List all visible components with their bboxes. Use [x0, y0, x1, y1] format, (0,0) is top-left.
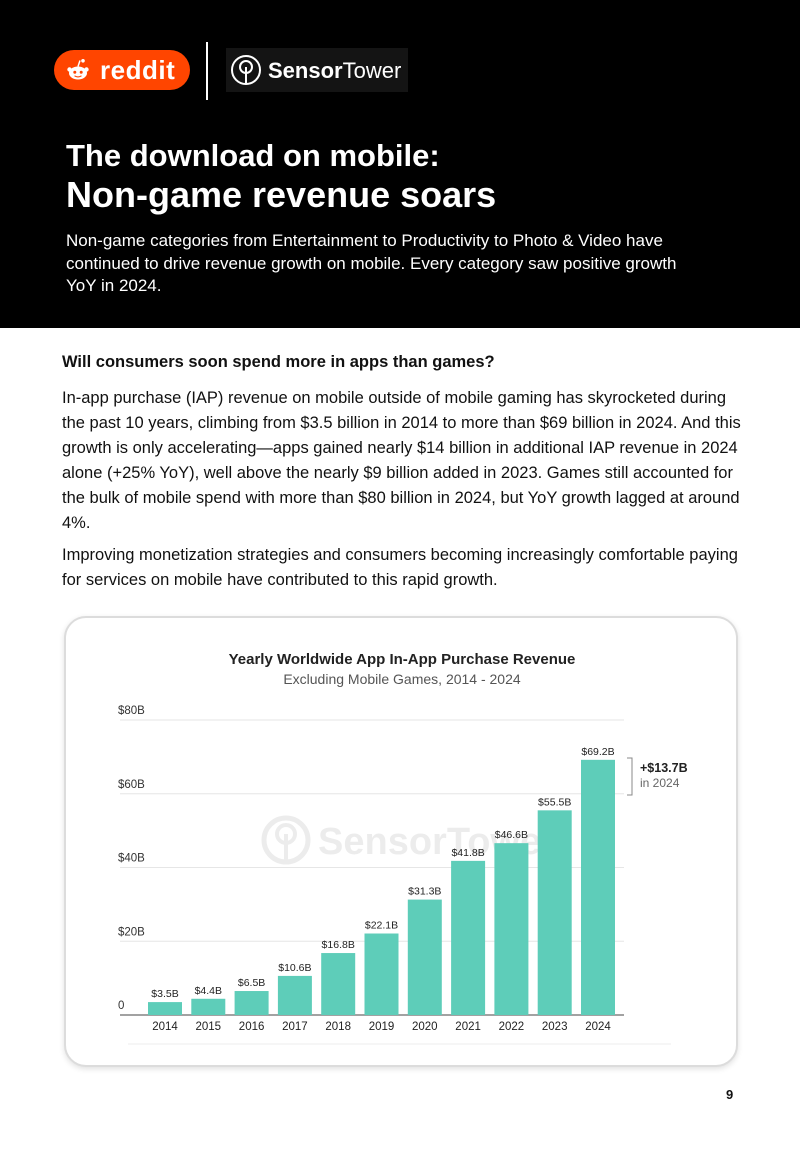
x-tick-label: 2020 [412, 1021, 438, 1033]
bar-value-label: $10.6B [278, 962, 311, 974]
annotation-value: +$13.7B [640, 761, 688, 775]
bar-value-label: $55.5B [538, 796, 571, 808]
bar-2024 [581, 759, 615, 1015]
x-tick-label: 2014 [152, 1021, 178, 1033]
bar-2023 [537, 810, 572, 1015]
bar-value-label: $4.4B [195, 985, 222, 997]
bar-2018 [321, 953, 356, 1015]
bar-2022 [494, 843, 529, 1015]
revenue-bar-chart: Yearly Worldwide App In-App Purchase Rev… [118, 651, 688, 1045]
y-tick-label: $20B [118, 926, 145, 938]
x-tick-label: 2024 [585, 1021, 611, 1033]
bar-2020 [407, 899, 442, 1015]
logo-divider [206, 42, 208, 100]
header-banner: reddit SensorTower The download on mobil… [0, 0, 800, 328]
sensortower-logo: SensorTower [226, 48, 408, 92]
bar-value-label: $41.8B [451, 847, 484, 859]
reddit-snoo-icon [67, 59, 89, 80]
page-number: 9 [726, 1087, 734, 1102]
y-tick-label: 0 [118, 1000, 124, 1012]
x-tick-label: 2022 [499, 1021, 525, 1033]
reddit-logo: reddit [54, 50, 190, 90]
y-tick-label: $80B [118, 705, 145, 717]
header-description: Non-game categories from Entertainment t… [66, 231, 677, 295]
bar-value-label: $22.1B [365, 920, 398, 932]
bar-value-label: $16.8B [322, 939, 355, 951]
x-tick-label: 2017 [282, 1021, 308, 1033]
bar-value-label: $46.6B [495, 829, 528, 841]
chart-subtitle: Excluding Mobile Games, 2014 - 2024 [283, 671, 521, 687]
reddit-wordmark: reddit [100, 55, 176, 85]
bar-value-label: $3.5B [151, 988, 178, 1000]
x-tick-label: 2015 [196, 1021, 222, 1033]
chart-card: Yearly Worldwide App In-App Purchase Rev… [64, 616, 738, 1067]
bar-value-label: $69.2B [581, 746, 614, 758]
annotation-label: in 2024 [640, 776, 680, 790]
bar-value-label: $6.5B [238, 977, 265, 989]
x-tick-label: 2023 [542, 1021, 568, 1033]
bar-value-label: $31.3B [408, 886, 441, 898]
x-tick-label: 2019 [369, 1021, 395, 1033]
x-tick-label: 2018 [325, 1021, 351, 1033]
sensortower-icon [231, 55, 261, 85]
annotation-bracket [627, 757, 633, 796]
bar-2021 [451, 860, 486, 1015]
chart-title: Yearly Worldwide App In-App Purchase Rev… [229, 651, 576, 668]
body-paragraph-1: In-app purchase (IAP) revenue on mobile … [62, 389, 741, 532]
x-tick-label: 2016 [239, 1021, 265, 1033]
sensortower-wordmark: SensorTower [268, 58, 402, 83]
x-tick-label: 2021 [455, 1021, 481, 1033]
y-tick-label: $40B [118, 853, 145, 865]
y-tick-label: $60B [118, 779, 145, 791]
bar-2014 [148, 1002, 182, 1015]
page-title-line2: Non-game revenue soars [66, 174, 497, 215]
section-question: Will consumers soon spend more in apps t… [62, 353, 495, 371]
page-title-line1: The download on mobile: [66, 138, 440, 173]
bar-2016 [234, 991, 269, 1015]
body-paragraph-2: Improving monetization strategies and co… [62, 546, 738, 589]
bar-2017 [277, 975, 312, 1015]
bar-2015 [191, 998, 226, 1015]
bar-2019 [364, 933, 399, 1015]
